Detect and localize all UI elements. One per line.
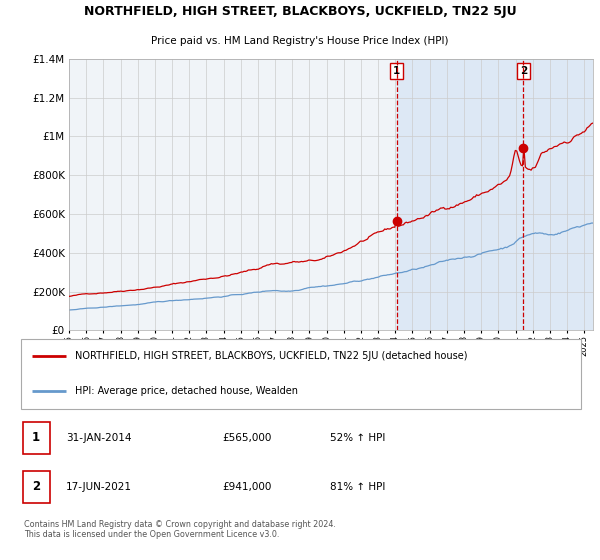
Text: 17-JUN-2021: 17-JUN-2021 xyxy=(66,482,132,492)
Text: 2: 2 xyxy=(520,66,527,76)
FancyBboxPatch shape xyxy=(23,422,50,454)
Text: Price paid vs. HM Land Registry's House Price Index (HPI): Price paid vs. HM Land Registry's House … xyxy=(151,36,449,46)
FancyBboxPatch shape xyxy=(21,339,581,409)
Text: NORTHFIELD, HIGH STREET, BLACKBOYS, UCKFIELD, TN22 5JU: NORTHFIELD, HIGH STREET, BLACKBOYS, UCKF… xyxy=(83,5,517,18)
Text: Contains HM Land Registry data © Crown copyright and database right 2024.
This d: Contains HM Land Registry data © Crown c… xyxy=(23,520,335,539)
FancyBboxPatch shape xyxy=(23,472,50,503)
Bar xyxy=(397,59,600,330)
Text: 81% ↑ HPI: 81% ↑ HPI xyxy=(330,482,385,492)
Text: 52% ↑ HPI: 52% ↑ HPI xyxy=(330,433,385,443)
Text: HPI: Average price, detached house, Wealden: HPI: Average price, detached house, Weal… xyxy=(75,386,298,396)
Text: £941,000: £941,000 xyxy=(222,482,271,492)
Text: 31-JAN-2014: 31-JAN-2014 xyxy=(66,433,131,443)
Text: 1: 1 xyxy=(32,431,40,445)
Text: 1: 1 xyxy=(393,66,400,76)
Text: 2: 2 xyxy=(32,480,40,493)
Text: NORTHFIELD, HIGH STREET, BLACKBOYS, UCKFIELD, TN22 5JU (detached house): NORTHFIELD, HIGH STREET, BLACKBOYS, UCKF… xyxy=(75,352,467,361)
Text: £565,000: £565,000 xyxy=(222,433,271,443)
